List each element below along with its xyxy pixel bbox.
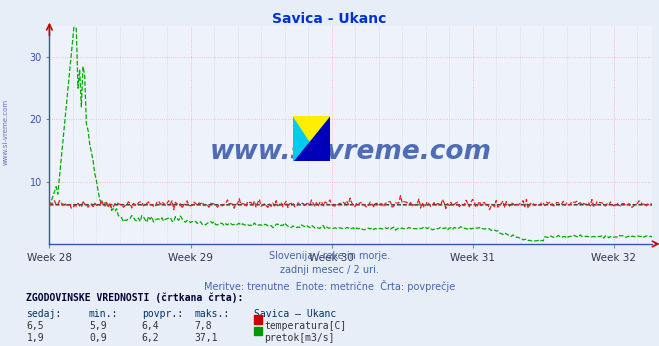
Text: zadnji mesec / 2 uri.: zadnji mesec / 2 uri. [280, 265, 379, 275]
Text: povpr.:: povpr.: [142, 309, 183, 319]
Text: pretok[m3/s]: pretok[m3/s] [264, 333, 335, 343]
Text: 1,9: 1,9 [26, 333, 44, 343]
Text: min.:: min.: [89, 309, 119, 319]
Text: 6,2: 6,2 [142, 333, 159, 343]
Text: 7,8: 7,8 [194, 321, 212, 331]
Text: Savica – Ukanc: Savica – Ukanc [254, 309, 336, 319]
Text: 6,5: 6,5 [26, 321, 44, 331]
Text: Slovenija / reke in morje.: Slovenija / reke in morje. [269, 251, 390, 261]
Text: Meritve: trenutne  Enote: metrične  Črta: povprečje: Meritve: trenutne Enote: metrične Črta: … [204, 280, 455, 292]
Text: 5,9: 5,9 [89, 321, 107, 331]
Text: Savica - Ukanc: Savica - Ukanc [272, 12, 387, 26]
Text: 37,1: 37,1 [194, 333, 218, 343]
Text: 0,9: 0,9 [89, 333, 107, 343]
Text: temperatura[C]: temperatura[C] [264, 321, 347, 331]
Text: 6,4: 6,4 [142, 321, 159, 331]
Polygon shape [293, 116, 330, 141]
Text: www.si-vreme.com: www.si-vreme.com [2, 98, 9, 165]
Text: ZGODOVINSKE VREDNOSTI (črtkana črta):: ZGODOVINSKE VREDNOSTI (črtkana črta): [26, 292, 244, 303]
Text: www.si-vreme.com: www.si-vreme.com [210, 139, 492, 165]
Text: sedaj:: sedaj: [26, 309, 61, 319]
Polygon shape [293, 116, 330, 161]
Polygon shape [293, 116, 330, 161]
Text: maks.:: maks.: [194, 309, 229, 319]
